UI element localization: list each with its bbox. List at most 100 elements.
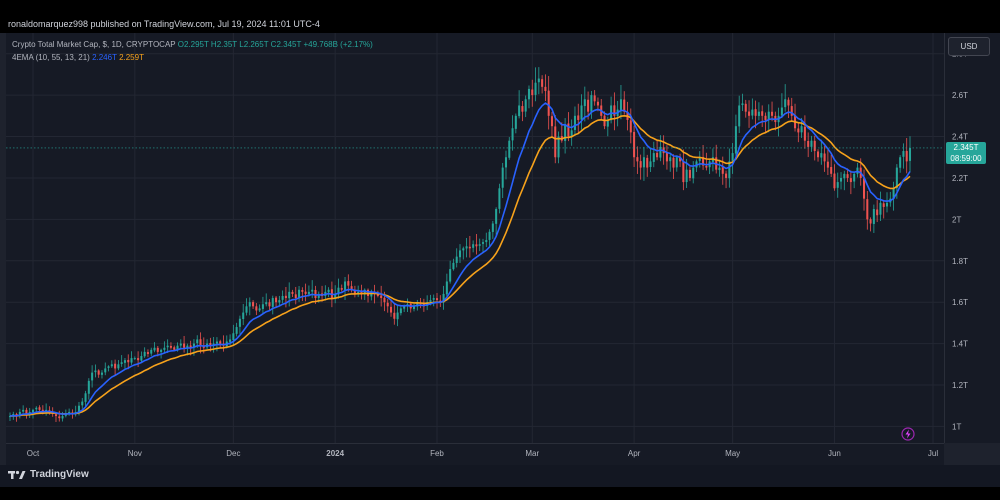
candle-body bbox=[186, 345, 189, 348]
candle-body bbox=[150, 349, 153, 354]
candle-body bbox=[807, 140, 810, 147]
publish-attribution: ronaldomarquez998 published on TradingVi… bbox=[0, 15, 1000, 33]
candle-body bbox=[642, 157, 645, 168]
candle-body bbox=[97, 370, 100, 375]
candle-body bbox=[229, 339, 232, 342]
candle-body bbox=[317, 293, 320, 298]
candle-body bbox=[734, 126, 737, 154]
candle-body bbox=[665, 152, 668, 162]
time-tick-label: Mar bbox=[525, 449, 539, 458]
time-tick-label: Feb bbox=[430, 449, 444, 458]
lightning-icon[interactable] bbox=[901, 427, 915, 441]
candle-body bbox=[800, 126, 803, 133]
candle-body bbox=[465, 246, 468, 249]
legend-symbol: Crypto Total Market Cap, $, 1D, CRYPTOCA… bbox=[12, 40, 176, 49]
candle-body bbox=[567, 123, 570, 137]
candle-body bbox=[767, 111, 770, 120]
candle-body bbox=[100, 372, 103, 375]
candle-body bbox=[633, 131, 636, 158]
candle-body bbox=[179, 343, 182, 346]
candle-body bbox=[547, 90, 550, 116]
candle-body bbox=[478, 244, 481, 246]
candle-body bbox=[820, 153, 823, 158]
candle-body bbox=[652, 153, 655, 162]
candle-body bbox=[390, 306, 393, 313]
candle-body bbox=[705, 165, 708, 168]
candle-body bbox=[363, 289, 366, 295]
candle-body bbox=[771, 111, 774, 116]
candle-body bbox=[495, 209, 498, 224]
candle-body bbox=[685, 169, 688, 183]
candle-body bbox=[117, 364, 120, 369]
candle-body bbox=[488, 231, 491, 240]
candle-body bbox=[301, 289, 304, 292]
candle-body bbox=[137, 358, 140, 361]
candle-body bbox=[130, 358, 133, 363]
candle-body bbox=[587, 99, 590, 112]
candle-body bbox=[252, 302, 255, 307]
candle-body bbox=[235, 327, 238, 334]
candle-body bbox=[780, 107, 783, 116]
candle-body bbox=[840, 177, 843, 182]
candle-body bbox=[902, 151, 905, 157]
legend-indicator: 4EMA (10, 55, 13, 21) bbox=[12, 53, 90, 62]
candle-body bbox=[557, 136, 560, 158]
candle-body bbox=[862, 178, 866, 199]
legend-ema-slow: 2.259T bbox=[119, 53, 144, 62]
candle-body bbox=[107, 366, 110, 368]
candle-body bbox=[702, 157, 705, 166]
time-tick-label: Apr bbox=[628, 449, 641, 458]
candle-body bbox=[826, 161, 829, 168]
candle-body bbox=[537, 78, 540, 83]
candle-body bbox=[314, 289, 317, 299]
price-axis[interactable] bbox=[944, 33, 1000, 443]
candle-body bbox=[81, 401, 84, 406]
candle-body bbox=[340, 288, 343, 290]
candle-body bbox=[258, 308, 261, 311]
candle-body bbox=[412, 306, 416, 309]
candle-body bbox=[458, 250, 462, 258]
tradingview-logo[interactable]: TradingView bbox=[8, 469, 89, 480]
time-tick-label: Jul bbox=[928, 449, 938, 458]
candle-body bbox=[307, 291, 310, 295]
price-tick-label: 1.4T bbox=[952, 340, 968, 349]
candle-body bbox=[209, 343, 212, 346]
candle-body bbox=[199, 339, 202, 346]
price-tick-label: 1.2T bbox=[952, 381, 968, 390]
candle-body bbox=[908, 147, 912, 161]
candle-body bbox=[284, 295, 287, 299]
candle-body bbox=[393, 312, 396, 319]
candle-body bbox=[462, 248, 465, 251]
candle-body bbox=[761, 111, 764, 116]
candle-body bbox=[527, 88, 530, 100]
candle-body bbox=[245, 306, 248, 313]
candle-body bbox=[396, 312, 399, 320]
candle-body bbox=[472, 244, 475, 248]
candle-body bbox=[232, 333, 235, 341]
candle-body bbox=[350, 286, 353, 290]
candle-body bbox=[344, 281, 347, 290]
ema-slow-line bbox=[9, 114, 911, 417]
candle-body bbox=[416, 302, 419, 307]
candle-body bbox=[255, 306, 258, 311]
candle-body bbox=[127, 359, 130, 363]
candle-body bbox=[866, 199, 869, 220]
candle-body bbox=[449, 269, 452, 282]
candle-body bbox=[810, 140, 813, 147]
candle-body bbox=[281, 295, 284, 300]
candle-body bbox=[468, 246, 471, 249]
candle-body bbox=[291, 291, 294, 294]
time-axis[interactable] bbox=[6, 443, 944, 465]
candle-body bbox=[87, 380, 90, 394]
candle-body bbox=[163, 347, 166, 350]
candle-body bbox=[721, 167, 724, 174]
candle-body bbox=[619, 99, 622, 111]
candle-body bbox=[885, 202, 889, 207]
candle-body bbox=[25, 409, 28, 415]
candle-body bbox=[120, 362, 123, 364]
candle-body bbox=[846, 174, 849, 178]
currency-button[interactable]: USD bbox=[948, 37, 990, 56]
candle-body bbox=[169, 345, 172, 348]
legend-ema-fast: 2.246T bbox=[92, 53, 117, 62]
candle-body bbox=[869, 219, 872, 224]
